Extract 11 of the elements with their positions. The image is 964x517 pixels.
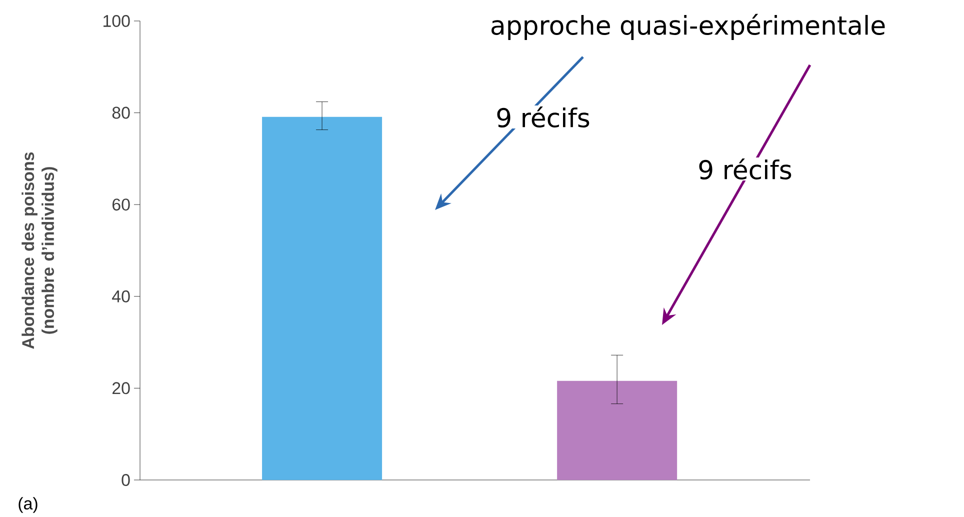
text: (a): [18, 497, 38, 513]
annotation: 9 récifs: [699, 158, 792, 180]
y-tick-label: 80: [112, 106, 130, 119]
y-tick-label: 100: [104, 14, 130, 27]
annotation: 9 récifs: [497, 106, 590, 128]
annotation: approche quasi-expérimentale: [492, 14, 885, 40]
y-tick-label: 60: [112, 198, 130, 211]
y-tick-label: 40: [112, 290, 130, 302]
y-tick-label: 0: [122, 474, 130, 486]
y-tick-label: 20: [112, 382, 130, 394]
y-axis-title: Abondance des poisons (nombre d’individus): [22, 152, 58, 349]
